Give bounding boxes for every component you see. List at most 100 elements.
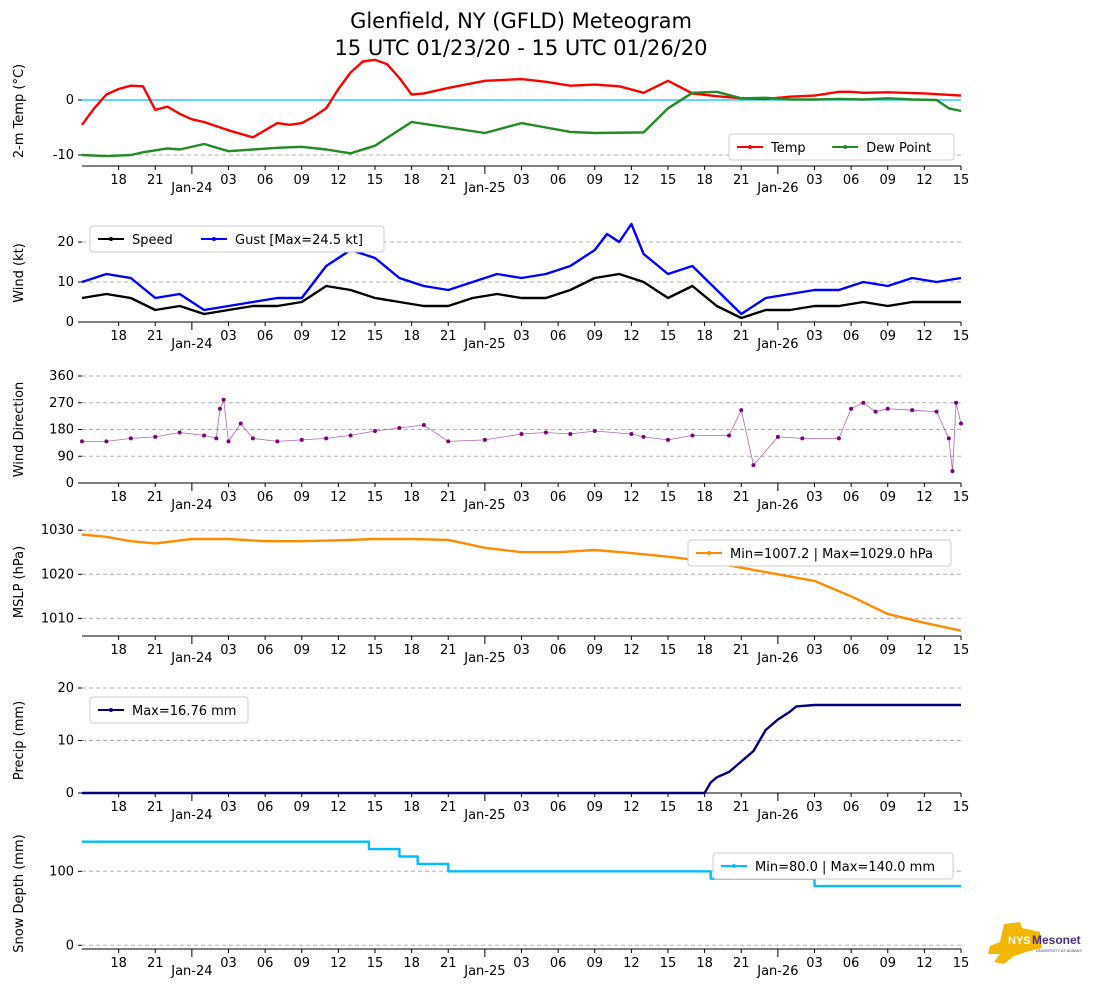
wind-xtick-label: 06 — [257, 329, 274, 344]
snow-xtick-label: Jan-24 — [170, 964, 212, 979]
precip-xtick-label: 03 — [806, 800, 823, 815]
wdir-point — [226, 439, 231, 444]
wind-xtick-label: 12 — [916, 329, 933, 344]
precip-xtick-label: 12 — [916, 800, 933, 815]
wdir-point — [214, 436, 219, 441]
precip-legend-label: Max=16.76 mm — [132, 704, 236, 719]
wind-legend — [89, 225, 385, 253]
temp-ytick-label: 0 — [66, 93, 74, 108]
wdir-point — [592, 428, 597, 433]
mslp-xtick-label: 03 — [220, 643, 237, 658]
wind-xtick-label: Jan-26 — [756, 337, 798, 352]
snow-xtick-label: 09 — [293, 956, 310, 971]
wdir-point — [800, 436, 805, 441]
precip-xtick-label: Jan-24 — [170, 808, 212, 823]
wdir-point — [946, 436, 951, 441]
nys-mesonet-logo: NYS Mesonet UNIVERSITY AT ALBANY — [988, 922, 1083, 964]
mslp-xtick-label: 09 — [586, 643, 603, 658]
mslp-xtick-label: 15 — [953, 643, 970, 658]
wind-ytick-label: 20 — [57, 235, 74, 250]
wind-xtick-label: 06 — [550, 329, 567, 344]
precip-xtick-label: 09 — [586, 800, 603, 815]
wdir-point — [250, 436, 255, 441]
wdir-point — [954, 400, 959, 405]
temp-xtick-label: 21 — [440, 173, 457, 188]
precip-xtick-label: 06 — [843, 800, 860, 815]
snow-xtick-label: Jan-26 — [756, 964, 798, 979]
temp-xtick-label: 18 — [403, 173, 420, 188]
wdir-point — [153, 434, 158, 439]
precip-xtick-label: 15 — [367, 800, 384, 815]
wdir-xtick-label: 12 — [330, 490, 347, 505]
temp-ytick-label: -10 — [53, 148, 74, 163]
wdir-point — [873, 409, 878, 414]
mslp-xtick-label: 12 — [916, 643, 933, 658]
wdir-point — [934, 409, 939, 414]
wdir-xtick-label: 06 — [257, 490, 274, 505]
wdir-point — [950, 469, 955, 474]
wdir-point — [397, 426, 402, 431]
mslp-xtick-label: 18 — [696, 643, 713, 658]
wind-legend-label: Speed — [132, 233, 173, 248]
wind-xtick-label: Jan-24 — [170, 337, 212, 352]
precip-series-0 — [82, 703, 961, 795]
wdir-point — [128, 436, 133, 441]
mslp-legend — [687, 539, 952, 567]
mslp-xtick-label: 15 — [367, 643, 384, 658]
mslp-xtick-label: 06 — [257, 643, 274, 658]
wind-xtick-label: 21 — [147, 329, 164, 344]
wdir-point — [849, 406, 854, 411]
wind-ytick-label: 0 — [66, 315, 74, 330]
temp-xtick-label: 18 — [110, 173, 127, 188]
precip-xtick-label: 03 — [513, 800, 530, 815]
precip-ytick-label: 10 — [57, 734, 74, 749]
wdir-point — [543, 430, 548, 435]
mslp-xtick-label: Jan-25 — [463, 651, 505, 666]
wdir-point — [629, 431, 634, 436]
mslp-xtick-label: 12 — [330, 643, 347, 658]
mslp-xtick-label: 21 — [147, 643, 164, 658]
wind-xtick-label: 18 — [110, 329, 127, 344]
mslp-xtick-label: 06 — [550, 643, 567, 658]
snow-legend-label: Min=80.0 | Max=140.0 mm — [755, 860, 935, 875]
snow-xtick-label: 15 — [660, 956, 677, 971]
wdir-ytick-label: 270 — [49, 396, 74, 411]
wdir-xtick-label: Jan-24 — [170, 498, 212, 513]
mslp-xtick-label: 12 — [623, 643, 640, 658]
wdir-point — [104, 439, 109, 444]
wind-xtick-label: 15 — [660, 329, 677, 344]
precip-xtick-label: 21 — [733, 800, 750, 815]
temp-xtick-label: 15 — [660, 173, 677, 188]
precip-xtick-label: 06 — [550, 800, 567, 815]
wdir-point — [221, 397, 226, 402]
wdir-xtick-label: Jan-26 — [756, 498, 798, 513]
snow-xtick-label: 21 — [733, 956, 750, 971]
temp-xtick-label: 21 — [733, 173, 750, 188]
logo-text-university: UNIVERSITY AT ALBANY — [1036, 948, 1083, 953]
wdir-point — [727, 433, 732, 438]
wind-series-0 — [81, 272, 961, 320]
wdir-ytick-label: 0 — [66, 476, 74, 491]
wind-xtick-label: 09 — [293, 329, 310, 344]
snow-xtick-label: 15 — [953, 956, 970, 971]
snow-legend — [712, 852, 954, 880]
wdir-xtick-label: 03 — [513, 490, 530, 505]
wdir-xtick-label: 21 — [147, 490, 164, 505]
temp-xtick-label: 09 — [879, 173, 896, 188]
wdir-point — [421, 423, 426, 428]
wind-xtick-label: 18 — [696, 329, 713, 344]
wdir-xtick-label: Jan-25 — [463, 498, 505, 513]
mslp-legend-marker — [707, 551, 711, 555]
temp-xtick-label: 06 — [843, 173, 860, 188]
wdir-point — [238, 421, 243, 426]
wind-xtick-label: 03 — [806, 329, 823, 344]
precip-xtick-label: 15 — [660, 800, 677, 815]
wdir-xtick-label: 09 — [293, 490, 310, 505]
temp-series-1 — [81, 90, 962, 158]
temp-xtick-label: 15 — [953, 173, 970, 188]
mslp-xtick-label: 03 — [806, 643, 823, 658]
snow-xtick-label: 03 — [806, 956, 823, 971]
wind-xtick-label: 15 — [953, 329, 970, 344]
mslp-xtick-label: Jan-24 — [170, 651, 212, 666]
precip-xtick-label: 18 — [696, 800, 713, 815]
